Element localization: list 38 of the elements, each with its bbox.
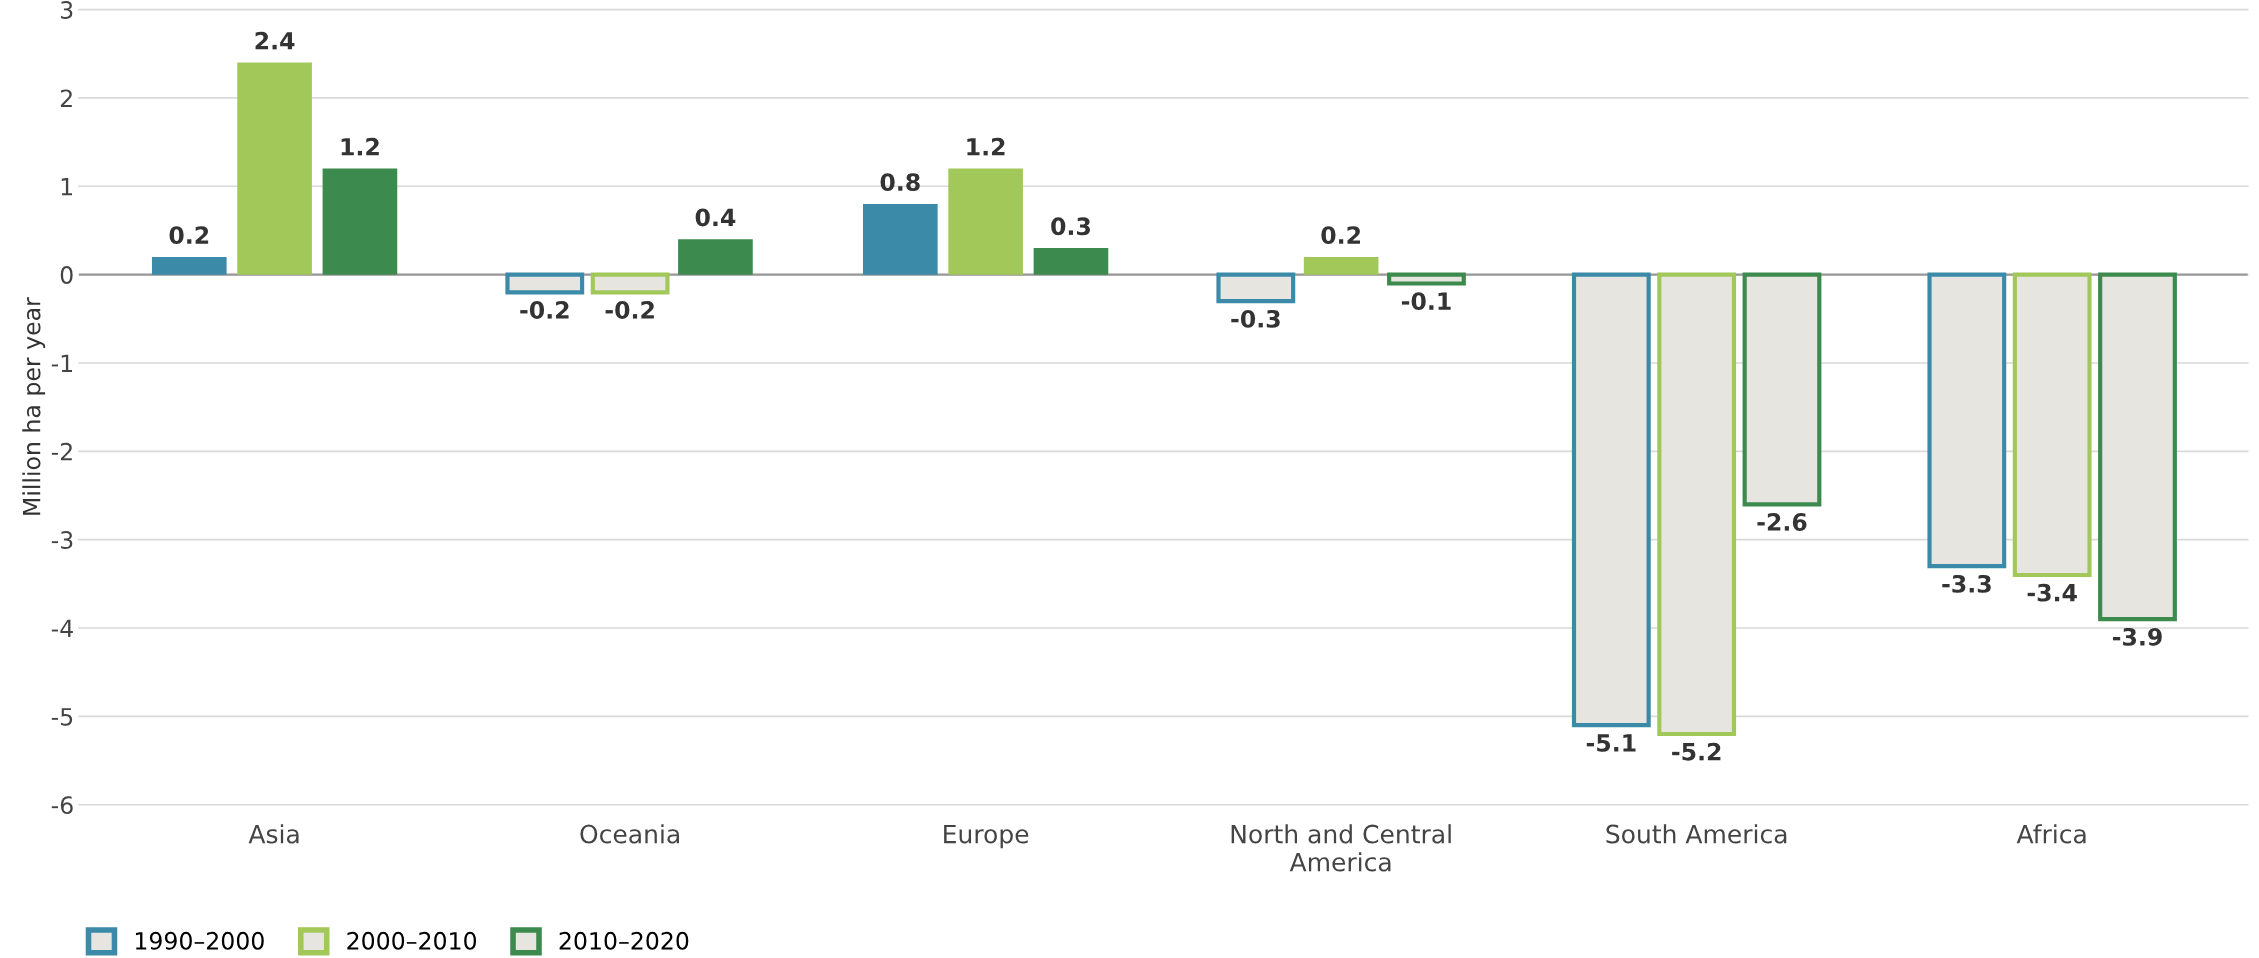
data-label: 1.2 xyxy=(967,137,1005,156)
y-tick-label: -6 xyxy=(51,796,73,815)
data-label: 0.4 xyxy=(695,208,736,227)
data-label: -3.3 xyxy=(1942,574,1991,593)
y-tick-label: 3 xyxy=(60,1,73,19)
data-label: 0.3 xyxy=(1051,217,1090,236)
data-label: 0.8 xyxy=(880,173,920,192)
legend-label: 2000–2010 xyxy=(347,931,477,950)
data-label: -0.2 xyxy=(605,301,654,319)
data-label: 1.2 xyxy=(341,137,379,156)
y-tick-label: 0 xyxy=(60,266,73,284)
y-tick-label: -5 xyxy=(51,708,73,726)
x-tick-label: South America xyxy=(1606,824,1787,844)
legend-label: 2010–2020 xyxy=(559,931,689,950)
data-label: -0.2 xyxy=(520,301,569,319)
x-tick-label: Oceania xyxy=(580,824,679,844)
data-label: -3.4 xyxy=(2027,583,2077,602)
data-label: 2.4 xyxy=(255,31,295,50)
data-label: -0.1 xyxy=(1401,292,1451,311)
y-tick-label: -4 xyxy=(51,619,73,637)
y-tick-label: 1 xyxy=(61,178,73,196)
data-label: -0.3 xyxy=(1231,309,1280,328)
data-label: 0.2 xyxy=(1321,226,1361,245)
y-tick-label: -1 xyxy=(51,354,73,372)
data-label: -3.9 xyxy=(2112,627,2162,646)
y-tick-label: -3 xyxy=(51,531,73,549)
y-axis-title: Million ha per year xyxy=(22,297,46,515)
data-label: -2.6 xyxy=(1757,513,1807,531)
x-tick-label: Europe xyxy=(944,824,1029,849)
data-label: -5.2 xyxy=(1672,742,1721,761)
y-tick-label: 2 xyxy=(60,89,72,107)
x-tick-label: Africa xyxy=(2016,824,2086,844)
x-tick-label: North and Central America xyxy=(1231,824,1451,872)
data-label: 0.2 xyxy=(169,226,209,245)
x-tick-label: Asia xyxy=(248,824,299,844)
legend-label: 1990–2000 xyxy=(135,931,264,950)
y-tick-label: -2 xyxy=(51,442,72,461)
data-label: -5.1 xyxy=(1586,734,1636,752)
